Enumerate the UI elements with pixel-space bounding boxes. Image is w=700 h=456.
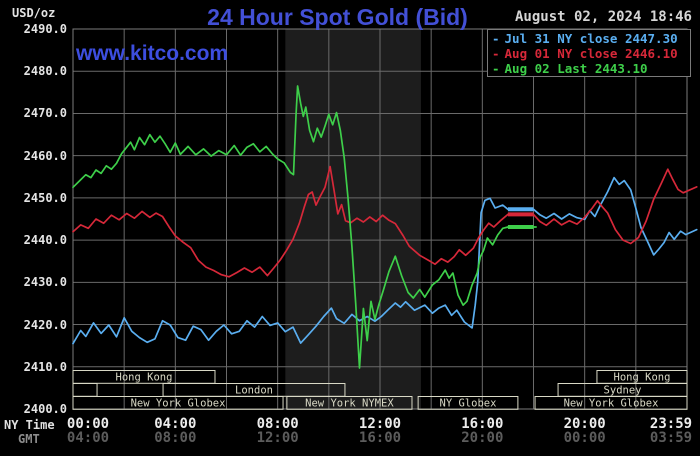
legend-dash-icon: -: [492, 46, 500, 61]
y-tick-label: 2450.0: [23, 190, 67, 205]
x-tick-ny: 08:00: [256, 416, 299, 432]
nymex-session-band: [285, 29, 421, 409]
series-line-aug02: [72, 85, 537, 369]
x-tick-ny: 20:00: [563, 416, 606, 432]
x-tick-gmt: 20:00: [461, 430, 504, 446]
series-line-jul31: [72, 176, 698, 345]
session-label: New York Globex: [564, 398, 659, 410]
y-axis-units-label: USD/oz: [12, 6, 56, 20]
session-label: Sydney: [604, 385, 642, 397]
y-tick-label: 2400.0: [23, 402, 67, 416]
session-label: London: [235, 385, 273, 397]
series-line-aug01: [72, 165, 698, 278]
x-tick-ny: 04:00: [154, 416, 197, 432]
x-tick-gmt: 16:00: [358, 430, 402, 446]
legend-item-jul31: - Jul 31 NY close 2447.30: [488, 31, 690, 46]
ny-time-axis-caption: NY Time: [4, 418, 55, 432]
session-box: [72, 383, 98, 397]
x-tick-gmt: 00:00: [563, 430, 606, 446]
page-title: 24 Hour Spot Gold (Bid): [207, 4, 468, 30]
legend-dash-icon: -: [492, 61, 500, 76]
session-label: Hong Kong: [116, 372, 173, 384]
session-box: [286, 396, 413, 410]
x-tick-gmt: 03:59: [649, 430, 693, 446]
session-box: [417, 396, 519, 410]
x-tick-ny: 16:00: [461, 416, 504, 432]
legend-label: Aug 01 NY close 2446.10: [504, 46, 678, 61]
x-tick-gmt: 04:00: [66, 430, 110, 446]
legend-dash-icon: -: [492, 31, 500, 46]
x-tick-ny: 23:59: [649, 416, 693, 432]
session-label: New York NYMEX: [305, 398, 394, 410]
session-box: [72, 396, 284, 410]
y-tick-label: 2440.0: [23, 233, 67, 248]
y-tick-label: 2420.0: [23, 317, 67, 332]
legend-item-aug02: - Aug 02 Last 2443.10: [488, 61, 690, 76]
session-label: New York Globex: [131, 398, 226, 410]
y-tick-label: 2470.0: [23, 106, 67, 121]
session-label: Hong Kong: [614, 372, 671, 384]
y-tick-label: 2430.0: [23, 275, 67, 290]
kitco-watermark: www.kitco.com: [76, 42, 229, 65]
chart-timestamp: August 02, 2024 18:46: [514, 9, 692, 25]
gmt-axis-caption: GMT: [18, 432, 40, 446]
y-tick-label: 2490.0: [23, 22, 67, 36]
legend: - Jul 31 NY close 2447.30 - Aug 01 NY clos…: [487, 29, 691, 77]
y-tick-label: 2410.0: [23, 359, 67, 374]
x-tick-gmt: 08:00: [154, 430, 197, 446]
x-tick-ny: 00:00: [66, 416, 110, 432]
y-tick-label: 2480.0: [23, 64, 67, 79]
x-tick-ny: 12:00: [358, 416, 402, 432]
legend-label: Jul 31 NY close 2447.30: [504, 31, 678, 46]
session-box: [72, 370, 216, 384]
legend-label: Aug 02 Last 2443.10: [504, 61, 648, 76]
legend-item-aug01: - Aug 01 NY close 2446.10: [488, 46, 690, 61]
session-label: NY Globex: [440, 398, 497, 410]
session-box: [534, 396, 688, 410]
x-tick-gmt: 12:00: [256, 430, 299, 446]
y-tick-label: 2460.0: [23, 148, 67, 163]
